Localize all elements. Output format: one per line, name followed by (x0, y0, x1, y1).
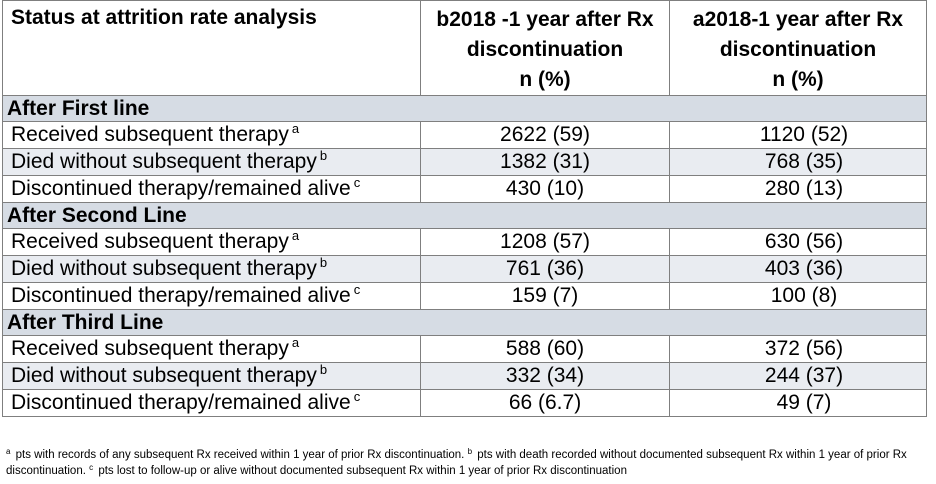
row-label-cell: Received subsequent therapy a (3, 122, 421, 149)
footnote-a-text: pts with records of any subsequent Rx re… (12, 449, 467, 461)
a2018-value-cell: 244 (37) (670, 363, 927, 390)
header-b2018-line2: discontinuation (425, 35, 665, 65)
b2018-value-cell: 66 (6.7) (421, 390, 670, 417)
row-label: Received subsequent therapy (11, 230, 289, 253)
b2018-value-cell: 1208 (57) (421, 229, 670, 256)
a2018-value: 100 (8) (771, 283, 838, 309)
b2018-value-cell: 430 (10) (421, 176, 670, 203)
row-label-cell: Discontinued therapy/remained alive c (3, 390, 421, 417)
footnote-b-mark: b (468, 447, 472, 456)
section-title: After Third Line (3, 310, 927, 336)
attrition-table: Status at attrition rate analysis b2018 … (2, 0, 927, 417)
row-footnote-mark: b (320, 255, 327, 270)
header-a2018: a2018-1 year after Rx discontinuation n … (670, 1, 927, 96)
table-row: Discontinued therapy/remained alive c 159 … (3, 283, 927, 310)
a2018-value: 1120 (52) (760, 122, 848, 148)
row-label-cell: Died without subsequent therapy b (3, 256, 421, 283)
b2018-value: 761 (36) (506, 256, 584, 282)
b2018-value: 1208 (57) (500, 229, 590, 255)
row-label: Received subsequent therapy (11, 123, 289, 146)
header-a2018-line1: a2018-1 year after Rx (674, 5, 922, 35)
b2018-value: 588 (60) (506, 336, 584, 362)
row-label: Died without subsequent therapy (11, 150, 317, 173)
footnote-c-text: pts lost to follow-up or alive without d… (95, 465, 627, 477)
header-status: Status at attrition rate analysis (3, 1, 421, 96)
row-label: Received subsequent therapy (11, 337, 289, 360)
b2018-value-cell: 761 (36) (421, 256, 670, 283)
row-label-cell: Received subsequent therapy a (3, 336, 421, 363)
section-title: After First line (3, 96, 927, 122)
row-footnote-mark: c (354, 175, 361, 190)
a2018-value-cell: 372 (56) (670, 336, 927, 363)
a2018-value: 280 (13) (765, 176, 843, 202)
row-label-cell: Died without subsequent therapy b (3, 149, 421, 176)
a2018-value-cell: 280 (13) (670, 176, 927, 203)
row-label-cell: Discontinued therapy/remained alive c (3, 176, 421, 203)
header-b2018: b2018 -1 year after Rx discontinuation n… (421, 1, 670, 96)
table-row: Received subsequent therapy a 1208 (57) 630… (3, 229, 927, 256)
row-label: Discontinued therapy/remained alive (11, 284, 351, 307)
a2018-value-cell: 768 (35) (670, 149, 927, 176)
a2018-value: 244 (37) (765, 363, 843, 389)
footnote-a-mark: a (6, 447, 10, 456)
row-footnote-mark: a (292, 121, 299, 136)
table-header-row: Status at attrition rate analysis b2018 … (3, 1, 927, 96)
section-row: After Second Line (3, 203, 927, 229)
b2018-value: 66 (6.7) (509, 390, 581, 416)
row-label: Died without subsequent therapy (11, 257, 317, 280)
header-b2018-line3: n (%) (425, 65, 665, 95)
row-footnote-mark: a (292, 228, 299, 243)
table-row: Died without subsequent therapy b 761 (36)… (3, 256, 927, 283)
a2018-value-cell: 403 (36) (670, 256, 927, 283)
row-label: Discontinued therapy/remained alive (11, 177, 351, 200)
a2018-value-cell: 100 (8) (670, 283, 927, 310)
table-row: Died without subsequent therapy b 1382 (31… (3, 149, 927, 176)
row-footnote-mark: c (354, 282, 361, 297)
a2018-value: 403 (36) (765, 256, 843, 282)
footnote-c-mark: c (89, 463, 93, 472)
row-label-cell: Died without subsequent therapy b (3, 363, 421, 390)
a2018-value: 372 (56) (765, 336, 843, 362)
row-footnote-mark: c (354, 389, 361, 404)
attrition-table-page: Status at attrition rate analysis b2018 … (0, 0, 936, 484)
row-label: Died without subsequent therapy (11, 364, 317, 387)
b2018-value-cell: 332 (34) (421, 363, 670, 390)
section-title: After Second Line (3, 203, 927, 229)
a2018-value: 768 (35) (765, 149, 843, 175)
row-label: Discontinued therapy/remained alive (11, 391, 351, 414)
header-a2018-line2: discontinuation (674, 35, 922, 65)
section-row: After Third Line (3, 310, 927, 336)
a2018-value-cell: 1120 (52) (670, 122, 927, 149)
b2018-value: 1382 (31) (500, 149, 590, 175)
a2018-value-cell: 630 (56) (670, 229, 927, 256)
a2018-value: 630 (56) (765, 229, 843, 255)
a2018-value-cell: 49 (7) (670, 390, 927, 417)
table-row: Discontinued therapy/remained alive c 66 (… (3, 390, 927, 417)
b2018-value: 332 (34) (506, 363, 584, 389)
row-footnote-mark: b (320, 148, 327, 163)
b2018-value-cell: 159 (7) (421, 283, 670, 310)
header-a2018-line3: n (%) (674, 65, 922, 95)
b2018-value-cell: 2622 (59) (421, 122, 670, 149)
table-row: Received subsequent therapy a 588 (60) 372 … (3, 336, 927, 363)
table-row: Died without subsequent therapy b 332 (34)… (3, 363, 927, 390)
b2018-value: 2622 (59) (500, 122, 590, 148)
header-b2018-line1: b2018 -1 year after Rx (425, 5, 665, 35)
table-row: Received subsequent therapy a 2622 (59) 112… (3, 122, 927, 149)
b2018-value-cell: 1382 (31) (421, 149, 670, 176)
b2018-value: 159 (7) (512, 283, 579, 309)
b2018-value: 430 (10) (506, 176, 584, 202)
b2018-value-cell: 588 (60) (421, 336, 670, 363)
row-footnote-mark: a (292, 335, 299, 350)
footnote: a pts with records of any subsequent Rx … (6, 447, 932, 479)
a2018-value: 49 (7) (777, 390, 832, 416)
row-label-cell: Discontinued therapy/remained alive c (3, 283, 421, 310)
row-footnote-mark: b (320, 362, 327, 377)
section-row: After First line (3, 96, 927, 122)
row-label-cell: Received subsequent therapy a (3, 229, 421, 256)
table-row: Discontinued therapy/remained alive c 430 … (3, 176, 927, 203)
